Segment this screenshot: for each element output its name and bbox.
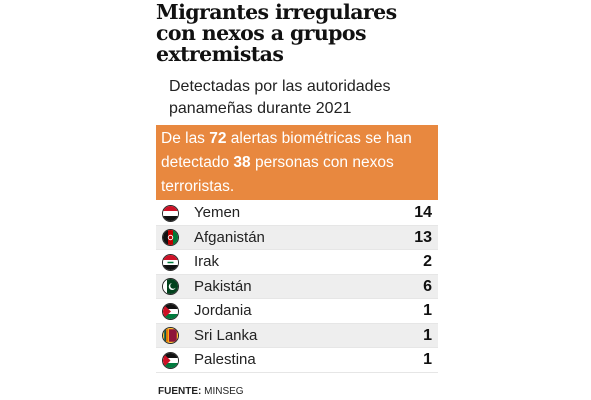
value-label: 13: [414, 228, 432, 246]
highlight-text-1: De las: [161, 130, 210, 147]
country-label: Irak: [194, 253, 220, 270]
palestine-flag-icon: [162, 351, 179, 369]
country-label: Sri Lanka: [194, 326, 258, 344]
pakistan-flag-icon: [162, 278, 179, 295]
highlight-text-3: personas con nexos terroristas.: [161, 154, 394, 195]
value-label: 1: [423, 302, 432, 319]
value-label: 1: [423, 326, 432, 344]
iraq-flag-icon: [162, 253, 179, 271]
table-row: Jordania 1: [156, 299, 438, 324]
chart-title: Migrantes irregulares con nexos a grupos…: [156, 0, 397, 66]
value-label: 1: [423, 351, 432, 368]
table-row: Palestina 1: [156, 348, 438, 373]
highlight-box: De las 72 alertas biométricas se han det…: [156, 125, 438, 200]
value-label: 14: [414, 204, 432, 221]
country-label: Afganistán: [194, 228, 265, 246]
country-label: Yemen: [194, 204, 241, 221]
table-row: Sri Lanka 1: [156, 323, 438, 348]
source-note: FUENTE: MINSEG: [158, 386, 244, 398]
value-label: 6: [423, 277, 432, 295]
country-label: Jordania: [194, 302, 252, 319]
infographic-card: Migrantes irregulares con nexos a grupos…: [156, 0, 438, 400]
table-row: Irak 2: [156, 250, 438, 275]
afghanistan-flag-icon: [162, 229, 179, 246]
sri-lanka-flag-icon: [162, 327, 179, 344]
source-value: MINSEG: [204, 386, 244, 397]
table-row: Afganistán 13: [156, 225, 438, 250]
value-label: 2: [423, 253, 432, 270]
alerts-count: 72: [209, 130, 227, 147]
source-label: FUENTE:: [158, 386, 202, 397]
table-row: Yemen 14: [156, 201, 438, 226]
yemen-flag-icon: [162, 204, 179, 222]
table-row: Pakistán 6: [156, 274, 438, 299]
country-label: Pakistán: [194, 277, 252, 295]
people-count: 38: [233, 154, 251, 171]
country-table: Yemen 14 Afganistán 13 Irak 2 Pakistán 6: [156, 201, 438, 373]
highlight-text-2: alertas biométricas se han detectado: [161, 130, 412, 171]
chart-subtitle: Detectadas por las autoridades panameñas…: [169, 78, 391, 117]
country-label: Palestina: [194, 351, 256, 368]
jordan-flag-icon: [162, 302, 179, 320]
